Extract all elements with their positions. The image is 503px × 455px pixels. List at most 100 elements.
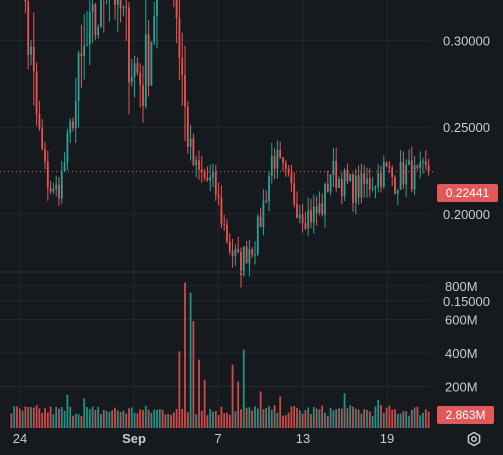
volume-bar bbox=[119, 411, 122, 428]
volume-bar bbox=[100, 413, 102, 428]
volume-bar bbox=[156, 409, 158, 428]
volume-bar bbox=[368, 411, 371, 428]
volume-bar bbox=[178, 351, 181, 428]
candle-body bbox=[69, 121, 72, 134]
volume-bar bbox=[374, 406, 377, 428]
volume-bar bbox=[128, 408, 130, 428]
volume-bar bbox=[58, 408, 60, 428]
candle-body bbox=[354, 175, 357, 203]
candle-body bbox=[307, 210, 310, 229]
volume-bar bbox=[80, 415, 83, 428]
candle-body bbox=[304, 223, 307, 229]
price-tick-label: 0.15000 bbox=[443, 294, 490, 309]
volume-bar bbox=[237, 381, 240, 428]
candle-body bbox=[396, 189, 399, 194]
candle-body bbox=[63, 162, 66, 172]
volume-bar bbox=[122, 410, 125, 428]
volume-bar bbox=[217, 415, 220, 428]
candle-body bbox=[245, 246, 248, 264]
volume-bar bbox=[234, 411, 237, 428]
candle-body bbox=[94, 4, 97, 36]
volume-bar bbox=[388, 405, 391, 428]
candle-body bbox=[217, 194, 220, 198]
candle-body bbox=[156, 0, 158, 17]
candle-body bbox=[139, 72, 142, 86]
volume-bar bbox=[44, 408, 46, 428]
volume-bar bbox=[111, 410, 114, 428]
candle-body bbox=[186, 106, 189, 147]
candle-body bbox=[119, 0, 122, 9]
candle-body bbox=[402, 161, 405, 185]
candle-body bbox=[251, 249, 254, 255]
candle-body bbox=[32, 46, 35, 72]
volume-bar bbox=[130, 407, 133, 428]
volume-tick-label: 600M bbox=[445, 313, 478, 328]
time-tick-label: Sep bbox=[122, 431, 146, 446]
volume-bar bbox=[410, 409, 413, 428]
time-tick-label: 24 bbox=[13, 431, 27, 446]
candle-body bbox=[284, 163, 287, 169]
candle-body bbox=[410, 160, 413, 190]
candle-body bbox=[189, 138, 192, 147]
volume-bar bbox=[371, 415, 374, 428]
volume-bar bbox=[265, 407, 268, 428]
candle-body bbox=[326, 184, 329, 192]
price-axis: 0.400000.350000.300000.250000.200000.150… bbox=[443, 33, 490, 309]
volume-bar bbox=[240, 409, 242, 428]
volume-bar bbox=[164, 414, 167, 428]
volume-bar bbox=[18, 408, 21, 428]
candle-body bbox=[77, 53, 80, 101]
candle-body bbox=[184, 75, 186, 107]
volume-bar bbox=[88, 409, 91, 428]
volume-axis: 800M 600M 400M 200M bbox=[445, 279, 478, 395]
volume-tick-label: 400M bbox=[445, 346, 478, 361]
volume-bar bbox=[214, 411, 217, 428]
candle-body bbox=[133, 63, 136, 77]
volume-bar bbox=[296, 408, 298, 428]
candle-body bbox=[38, 113, 41, 129]
candle-body bbox=[46, 161, 49, 188]
volume-bar bbox=[10, 413, 13, 428]
candle-body bbox=[195, 160, 198, 165]
volume-bar bbox=[161, 409, 164, 428]
candle-body bbox=[388, 166, 391, 169]
settings-button[interactable] bbox=[462, 427, 486, 451]
volume-bar bbox=[242, 349, 245, 428]
volume-bar bbox=[427, 411, 430, 428]
candle-body bbox=[83, 45, 86, 56]
candle-body bbox=[220, 197, 223, 225]
volume-bar bbox=[312, 407, 315, 428]
candle-body bbox=[296, 204, 298, 218]
candle-body bbox=[374, 186, 377, 189]
volume-bar bbox=[133, 412, 136, 428]
candle-body bbox=[366, 178, 368, 185]
volume-bar bbox=[49, 406, 52, 428]
volume-bar bbox=[394, 409, 396, 428]
volume-bar bbox=[226, 412, 228, 428]
candle-body bbox=[234, 248, 237, 257]
volume-bar bbox=[86, 407, 88, 428]
volume-bar bbox=[402, 411, 405, 428]
time-tick-label: 7 bbox=[214, 431, 221, 446]
volume-bar bbox=[72, 415, 74, 428]
price-candles bbox=[24, 0, 430, 288]
candle-body bbox=[413, 165, 416, 190]
candle-body bbox=[262, 200, 265, 228]
candle-body bbox=[368, 178, 371, 190]
price-tick-label: 0.20000 bbox=[443, 207, 490, 222]
candle-body bbox=[293, 183, 296, 205]
volume-bar bbox=[340, 408, 343, 428]
candle-body bbox=[228, 241, 231, 252]
candle-body bbox=[86, 44, 88, 46]
candle-body bbox=[60, 171, 63, 199]
volume-bar bbox=[38, 408, 41, 428]
volume-bar bbox=[189, 292, 192, 428]
volume-bar bbox=[262, 409, 265, 428]
volume-bar bbox=[304, 410, 307, 428]
volume-bar bbox=[206, 415, 209, 428]
candle-body bbox=[248, 249, 251, 264]
candle-body bbox=[72, 121, 74, 129]
volume-bar bbox=[170, 414, 172, 428]
volume-bar bbox=[102, 409, 105, 428]
